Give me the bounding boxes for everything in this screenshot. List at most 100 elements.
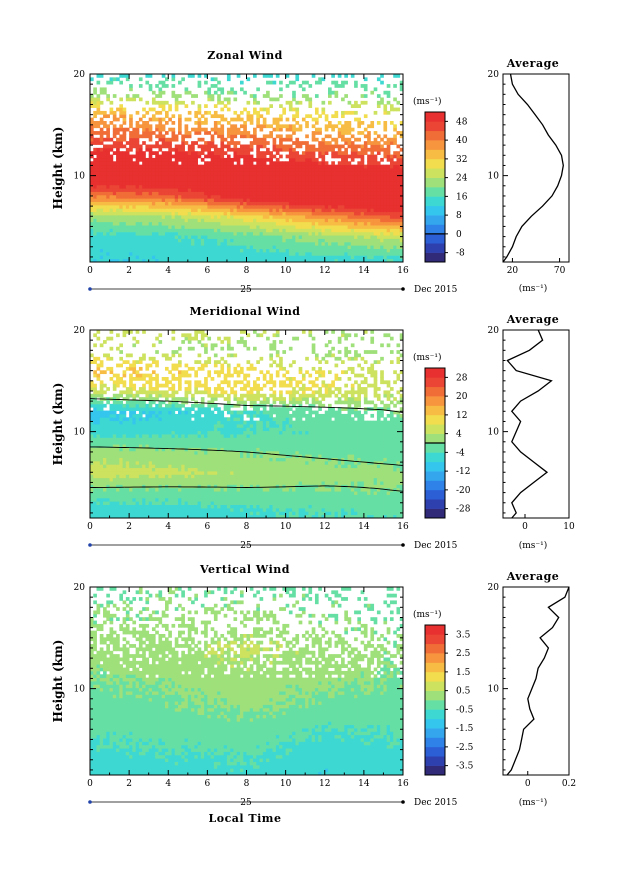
heatmap-cell <box>194 194 198 199</box>
heatmap-cell <box>93 171 97 176</box>
heatmap-cell <box>217 154 221 159</box>
heatmap-cell <box>96 198 101 202</box>
heatmap-cell <box>279 94 283 98</box>
heatmap-cell <box>122 164 127 169</box>
heatmap-cell <box>226 235 231 239</box>
heatmap-cell <box>259 494 264 499</box>
heatmap-cell <box>112 211 117 216</box>
heatmap-cell <box>135 174 140 179</box>
heatmap-cell <box>308 178 313 182</box>
heatmap-cell <box>103 147 107 152</box>
heatmap-cell <box>138 241 143 246</box>
heatmap-cell <box>337 201 342 206</box>
heatmap-cell <box>226 131 231 135</box>
heatmap-cell <box>181 134 185 139</box>
heatmap-cell <box>373 137 378 142</box>
heatmap-cell <box>138 171 143 176</box>
heatmap-cell <box>376 191 381 196</box>
heatmap-cell <box>129 168 133 172</box>
heatmap-cell <box>334 80 339 85</box>
heatmap-cell <box>93 104 97 108</box>
heatmap-cell <box>305 231 309 236</box>
heatmap-cell <box>122 231 127 236</box>
heatmap-cell <box>298 255 303 260</box>
heatmap-cell <box>220 124 225 129</box>
heatmap-cell <box>103 110 107 115</box>
heatmap-cell <box>187 215 192 219</box>
heatmap-cell <box>266 221 270 226</box>
heatmap-cell <box>236 114 241 119</box>
heatmap-cell <box>396 504 401 509</box>
heatmap-cell <box>249 208 254 213</box>
heatmap-cell <box>187 514 192 518</box>
heatmap-cell <box>393 194 397 199</box>
heatmap-cell <box>389 161 394 166</box>
heatmap-cell <box>256 215 260 219</box>
heatmap-cell <box>90 494 94 499</box>
heatmap-cell <box>279 198 283 202</box>
heatmap-cell <box>174 255 179 260</box>
heatmap-cell <box>145 487 150 492</box>
heatmap-cell <box>298 194 303 199</box>
heatmap-cell <box>256 251 260 256</box>
heatmap-cell <box>354 507 358 512</box>
heatmap-cell <box>363 134 368 139</box>
heatmap-cell <box>129 181 133 186</box>
heatmap-cell <box>164 511 169 516</box>
heatmap-cell <box>210 168 215 172</box>
heatmap-cell <box>360 181 365 186</box>
heatmap-cell <box>158 228 163 233</box>
heatmap-cell <box>292 491 296 495</box>
heatmap-cell <box>376 504 381 509</box>
heatmap-cell <box>253 231 257 236</box>
heatmap-cell <box>275 171 280 176</box>
heatmap-cell <box>164 131 169 135</box>
heatmap-cell <box>119 215 123 219</box>
colorbar-segment <box>425 252 445 263</box>
heatmap-cell <box>129 215 133 219</box>
heatmap-cell <box>119 225 123 229</box>
heatmap-cell <box>396 248 401 253</box>
heatmap-cell <box>116 248 120 253</box>
heatmap-cell <box>328 181 332 186</box>
heatmap-cell <box>171 74 176 78</box>
heatmap-cell <box>187 211 192 216</box>
heatmap-cell <box>145 171 150 176</box>
heatmap-cell <box>331 497 335 502</box>
heatmap-cell <box>194 511 198 516</box>
heatmap-cell <box>135 511 140 516</box>
heatmap-cell <box>314 218 319 223</box>
heatmap-cell <box>158 504 163 509</box>
heatmap-cell <box>344 74 348 78</box>
heatmap-cell <box>164 491 169 495</box>
heatmap-cell <box>266 245 270 249</box>
heatmap-cell <box>370 191 375 196</box>
heatmap-cell <box>155 154 159 159</box>
heatmap-cell <box>393 491 397 495</box>
heatmap-cell <box>380 238 384 243</box>
heatmap-cell <box>305 114 309 119</box>
heatmap-cell <box>243 251 247 256</box>
heatmap-cell <box>337 191 342 196</box>
heatmap-cell <box>363 141 368 145</box>
heatmap-cell <box>184 231 189 236</box>
heatmap-cell <box>347 181 352 186</box>
heatmap-cell <box>93 164 97 169</box>
heatmap-cell <box>116 157 120 162</box>
heatmap-cell <box>210 494 215 499</box>
heatmap-cell <box>178 157 182 162</box>
heatmap-cell <box>116 77 120 82</box>
heatmap-cell <box>93 501 97 505</box>
heatmap-cell <box>223 255 228 260</box>
heatmap-cell <box>253 100 257 105</box>
heatmap-cell <box>164 174 169 179</box>
heatmap-cell <box>357 504 362 509</box>
heatmap-cell <box>279 215 283 219</box>
heatmap-cell <box>164 144 169 149</box>
heatmap-cell <box>171 121 176 125</box>
heatmap-cell <box>132 511 137 516</box>
heatmap-cell <box>370 194 375 199</box>
heatmap-cell <box>119 248 123 253</box>
heatmap-cell <box>145 174 150 179</box>
